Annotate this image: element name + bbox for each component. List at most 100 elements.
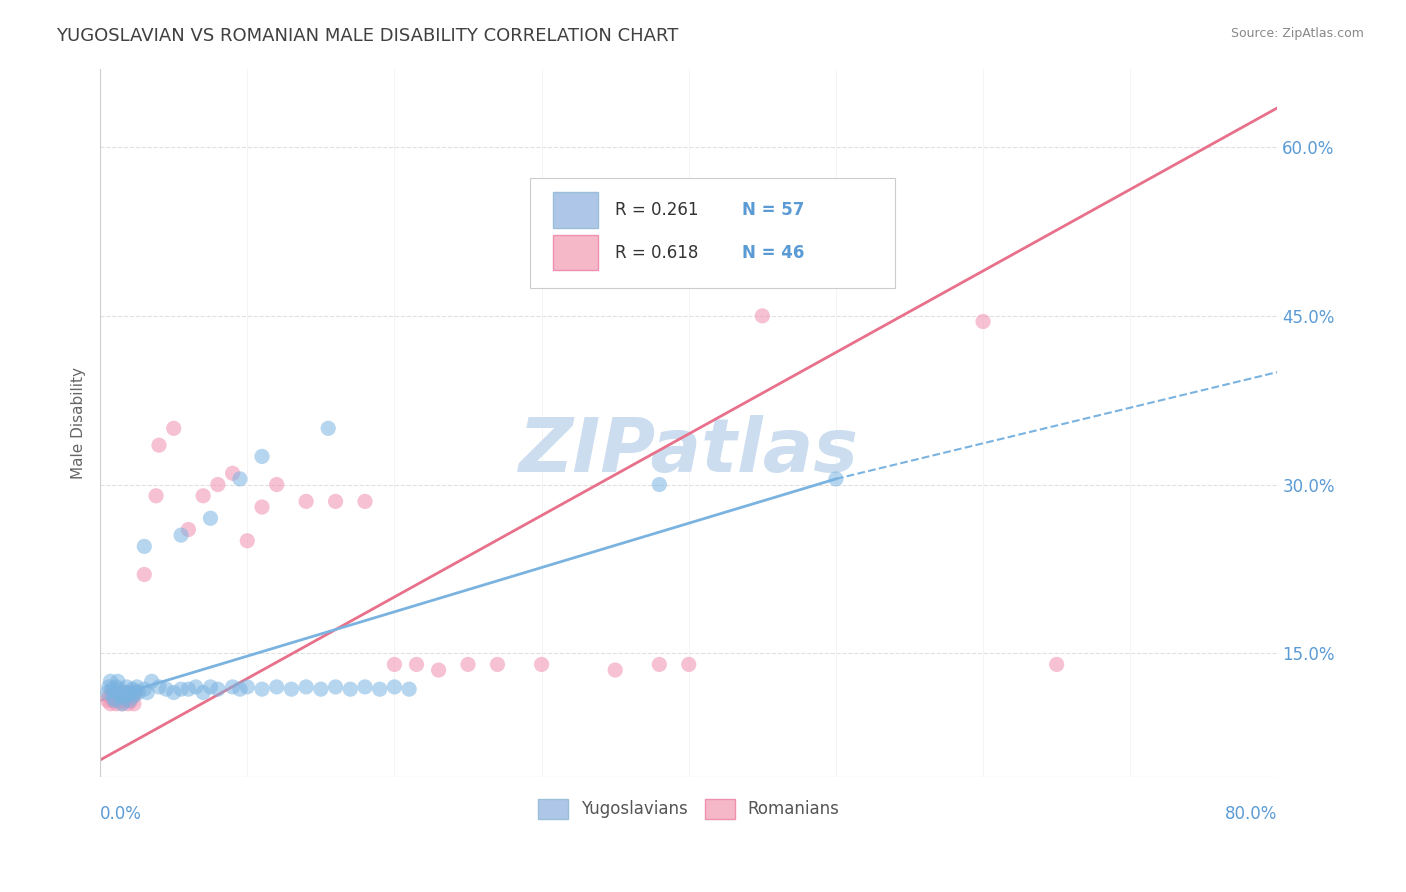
Point (200, 511, 222, 525)
Point (120, 685, 142, 699)
Y-axis label: Male Disability: Male Disability (72, 367, 86, 479)
Point (141, 674, 163, 689)
Point (117, 688, 139, 702)
Point (96, 685, 118, 699)
Point (354, 680, 377, 694)
Point (105, 697, 128, 711)
Point (111, 697, 134, 711)
FancyBboxPatch shape (554, 235, 598, 270)
Point (117, 697, 139, 711)
Point (236, 533, 259, 548)
Point (125, 680, 148, 694)
Point (250, 450, 273, 464)
Point (112, 685, 135, 699)
Point (1046, 657, 1069, 672)
Point (107, 685, 129, 699)
Text: N = 57: N = 57 (742, 202, 804, 219)
Point (145, 489, 167, 503)
Point (368, 682, 391, 697)
Point (111, 697, 134, 711)
Point (105, 680, 128, 694)
Point (148, 680, 170, 694)
Point (163, 685, 186, 699)
Point (384, 680, 406, 694)
Point (96, 693, 118, 707)
Point (110, 689, 132, 703)
Point (295, 680, 318, 694)
Point (325, 494, 347, 508)
FancyBboxPatch shape (530, 178, 894, 288)
Point (134, 540, 156, 554)
Point (122, 689, 145, 703)
Point (108, 682, 131, 697)
Point (325, 680, 347, 694)
Point (398, 682, 420, 697)
Point (678, 657, 700, 672)
Point (354, 494, 377, 508)
Point (266, 680, 288, 694)
Point (250, 682, 273, 697)
Point (114, 693, 136, 707)
Point (163, 421, 186, 435)
Point (221, 680, 243, 694)
Legend: Yugoslavians, Romanians: Yugoslavians, Romanians (531, 793, 846, 825)
Text: 80.0%: 80.0% (1225, 805, 1278, 823)
Point (170, 682, 193, 697)
Point (177, 682, 200, 697)
FancyBboxPatch shape (554, 193, 598, 227)
Point (280, 682, 302, 697)
Point (170, 528, 193, 542)
Point (155, 682, 177, 697)
Point (316, 421, 339, 435)
Point (309, 682, 332, 697)
Point (124, 685, 146, 699)
Point (530, 657, 553, 672)
Point (104, 685, 127, 699)
Point (112, 691, 135, 706)
Point (134, 567, 156, 582)
Point (250, 500, 273, 514)
Point (101, 682, 124, 697)
Point (405, 657, 427, 672)
Point (114, 685, 136, 699)
Point (107, 674, 129, 689)
Point (97, 689, 120, 703)
Point (486, 657, 509, 672)
Text: 0.0%: 0.0% (100, 805, 142, 823)
Point (229, 472, 252, 486)
Point (825, 472, 848, 486)
Point (191, 489, 214, 503)
Text: ZIPatlas: ZIPatlas (519, 415, 859, 488)
Point (207, 477, 229, 491)
Point (122, 697, 145, 711)
Point (108, 693, 131, 707)
Point (339, 682, 361, 697)
Point (427, 663, 450, 677)
Point (136, 685, 159, 699)
Point (115, 680, 138, 694)
Point (100, 674, 122, 689)
Text: Source: ZipAtlas.com: Source: ZipAtlas.com (1230, 27, 1364, 40)
Point (110, 689, 132, 703)
Point (648, 657, 671, 672)
Point (103, 691, 125, 706)
Point (207, 682, 229, 697)
Point (177, 523, 200, 537)
Point (101, 685, 124, 699)
Point (148, 438, 170, 452)
Point (184, 680, 207, 694)
Point (118, 693, 141, 707)
Point (221, 467, 243, 481)
Point (134, 682, 156, 697)
Point (295, 494, 318, 508)
Text: YUGOSLAVIAN VS ROMANIAN MALE DISABILITY CORRELATION CHART: YUGOSLAVIAN VS ROMANIAN MALE DISABILITY … (56, 27, 679, 45)
Point (97, 680, 120, 694)
Point (118, 685, 141, 699)
Point (457, 657, 479, 672)
Point (104, 689, 127, 703)
Text: R = 0.618: R = 0.618 (614, 244, 697, 261)
Point (100, 697, 122, 711)
Point (200, 680, 222, 694)
Point (127, 685, 149, 699)
Text: R = 0.261: R = 0.261 (614, 202, 699, 219)
